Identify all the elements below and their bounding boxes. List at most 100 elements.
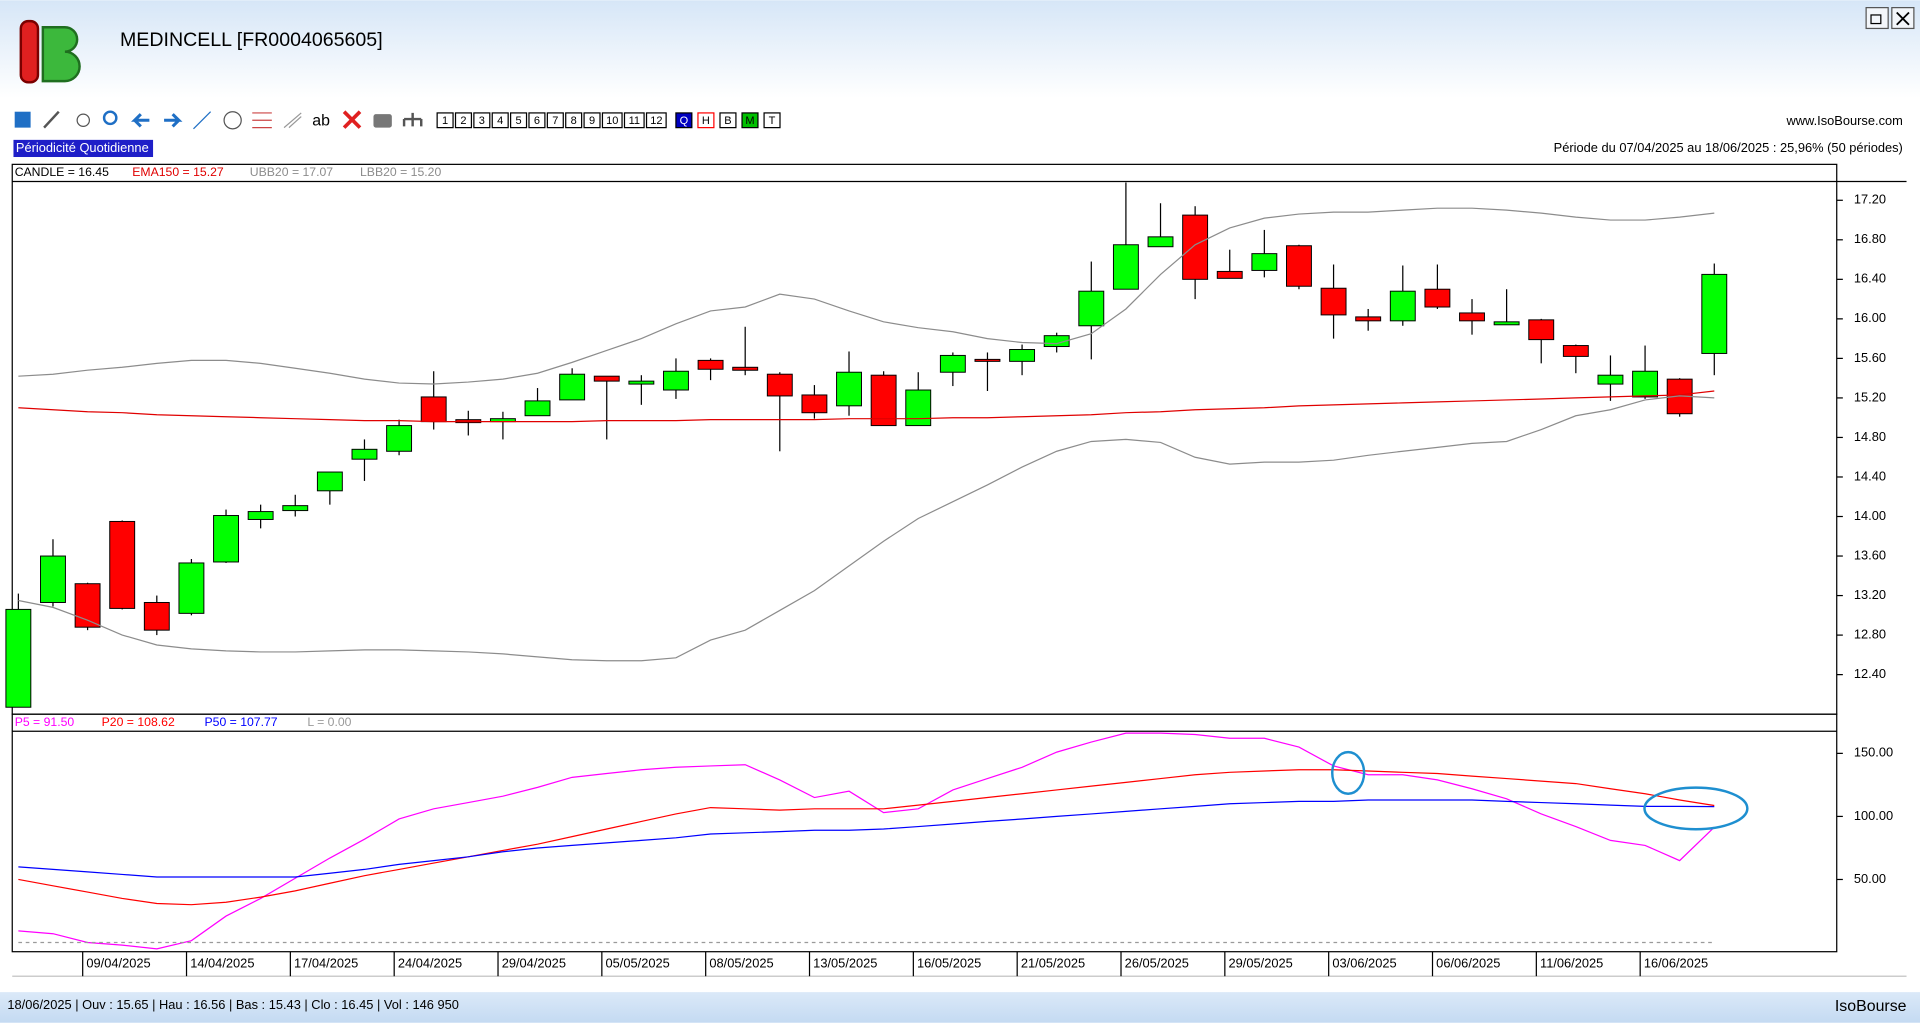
candle-body <box>1701 273 1728 354</box>
period-button-label[interactable]: 11 <box>629 115 640 127</box>
x-tick-label: 24/04/2025 <box>398 955 462 970</box>
x-tick-label: 17/04/2025 <box>294 955 358 970</box>
logo <box>19 19 81 84</box>
indicator-line <box>18 395 1715 662</box>
tool-fibo[interactable] <box>252 112 272 129</box>
period-button-label[interactable]: 12 <box>650 115 662 127</box>
candle-body <box>628 380 655 385</box>
period-button-label[interactable]: 5 <box>516 115 522 127</box>
period-button-label[interactable]: 3 <box>479 115 485 127</box>
period-button[interactable] <box>510 112 528 129</box>
period-summary: Période du 07/04/2025 au 18/06/2025 : 25… <box>1554 140 1903 155</box>
candle-body <box>870 374 897 427</box>
candle-body <box>420 396 447 423</box>
legend-entry: P50 = 107.77 <box>204 715 277 729</box>
candle-body <box>40 555 66 603</box>
period-button-label[interactable]: 4 <box>497 115 503 127</box>
candle-body <box>559 373 586 401</box>
candle-body <box>247 511 274 520</box>
period-button-label[interactable]: 9 <box>589 115 595 127</box>
tool-line[interactable] <box>193 111 212 130</box>
period-button[interactable] <box>601 112 623 129</box>
x-tick-label: 05/05/2025 <box>606 955 670 970</box>
period-button-label[interactable]: 7 <box>552 115 558 127</box>
candle-body <box>178 562 205 614</box>
scale-button-label[interactable]: H <box>702 115 710 127</box>
period-button[interactable] <box>623 112 645 129</box>
candle-body <box>1043 335 1070 348</box>
x-tick-label: 29/05/2025 <box>1229 955 1293 970</box>
period-button[interactable] <box>546 112 564 129</box>
y-tick-label: 50.00 <box>1854 871 1886 886</box>
y-tick-label: 17.20 <box>1854 192 1886 207</box>
tool-tree[interactable] <box>402 112 423 127</box>
x-tick-label: 29/04/2025 <box>502 955 566 970</box>
tool-draw[interactable] <box>43 110 60 129</box>
candle-body <box>766 373 793 397</box>
candle-body <box>1424 288 1451 308</box>
scale-button[interactable] <box>719 112 737 129</box>
y-tick-label: 13.20 <box>1854 587 1886 602</box>
scale-button-label[interactable]: M <box>745 115 754 127</box>
period-button[interactable] <box>583 112 601 129</box>
tool-select[interactable] <box>14 111 31 128</box>
period-button[interactable] <box>645 112 667 129</box>
x-tick-label: 08/05/2025 <box>709 955 773 970</box>
tool-target[interactable] <box>76 113 90 128</box>
brand: IsoBourse <box>1835 998 1907 1015</box>
scale-button-label[interactable]: B <box>724 115 731 127</box>
toolbar-buttons[interactable]: 1 2 3 4 5 6 7 8 9 10 11 12 Q H B M T <box>436 112 781 129</box>
period-button[interactable] <box>473 112 491 129</box>
tool-text[interactable]: ab <box>312 113 330 130</box>
scale-button-label[interactable]: Q <box>680 115 689 127</box>
candle-body <box>663 370 689 391</box>
period-button-label[interactable]: 2 <box>460 115 466 127</box>
period-button-label[interactable]: 10 <box>606 115 618 127</box>
tool-forward[interactable] <box>164 113 183 128</box>
tool-circle[interactable] <box>223 111 242 130</box>
candle-body <box>1320 287 1347 316</box>
periodicity-highlight <box>13 139 154 158</box>
candle-body <box>1528 319 1555 341</box>
tool-zoom[interactable] <box>102 110 118 126</box>
scale-button[interactable] <box>675 112 693 129</box>
y-tick-label: 16.80 <box>1854 231 1886 246</box>
window-buttons[interactable] <box>1865 7 1915 30</box>
period-button[interactable] <box>454 112 473 129</box>
candle-body <box>1389 290 1416 322</box>
candle-body <box>939 354 966 373</box>
x-tick-label: 14/04/2025 <box>190 955 254 970</box>
scale-button[interactable] <box>763 112 781 129</box>
period-button[interactable] <box>436 112 454 129</box>
period-button[interactable] <box>565 112 583 129</box>
indicator-line <box>18 207 1715 385</box>
y-tick-label: 14.40 <box>1854 468 1886 483</box>
indicator-line <box>18 732 1715 950</box>
scale-button[interactable] <box>697 112 715 129</box>
candle-body <box>1009 349 1036 362</box>
tool-camera[interactable] <box>373 114 392 128</box>
period-button-label[interactable]: 8 <box>571 115 577 127</box>
toolbar-icons[interactable]: ab <box>14 110 423 130</box>
x-tick-label: 21/05/2025 <box>1021 955 1085 970</box>
period-button-label[interactable]: 1 <box>442 115 448 127</box>
tool-channel[interactable] <box>283 112 302 129</box>
candle-body <box>974 358 1001 362</box>
legend-entry: LBB20 = 15.20 <box>360 165 441 179</box>
annotation-circle <box>1643 786 1749 831</box>
tool-delete[interactable] <box>342 110 362 129</box>
candle-body <box>1459 312 1485 322</box>
period-button[interactable] <box>528 112 546 129</box>
x-tick-label: 16/05/2025 <box>917 955 981 970</box>
scale-button[interactable] <box>741 112 759 129</box>
scale-button-label[interactable]: T <box>769 115 776 127</box>
legend-entry: UBB20 = 17.07 <box>250 165 334 179</box>
y-tick-label: 150.00 <box>1854 745 1893 760</box>
period-button[interactable] <box>491 112 509 129</box>
restore-button[interactable] <box>1865 7 1889 30</box>
candle-body <box>1355 316 1382 322</box>
candle-body <box>697 359 724 370</box>
tool-back[interactable] <box>130 113 150 128</box>
candle-body <box>1597 374 1624 385</box>
period-button-label[interactable]: 6 <box>534 115 540 127</box>
